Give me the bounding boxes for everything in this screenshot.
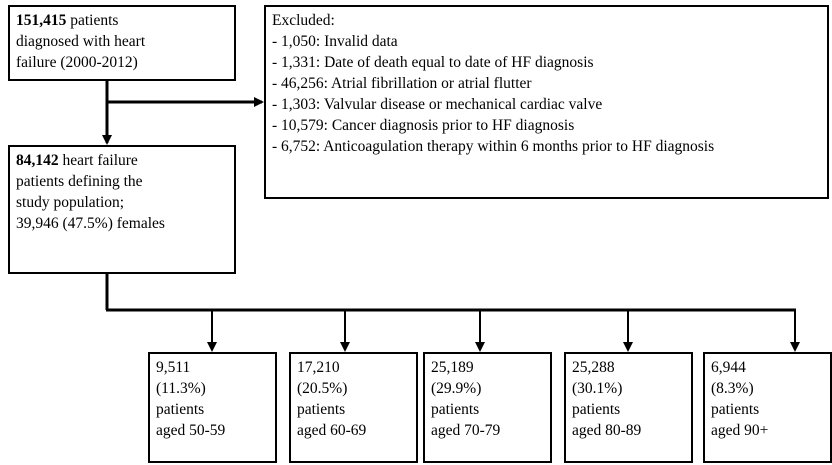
count: 151,415	[16, 12, 67, 29]
text: patients	[297, 401, 346, 418]
count: 84,142	[16, 152, 59, 169]
age-group-box: 25,288 (30.1%) patients aged 80-89	[564, 352, 693, 463]
text: aged 60-69	[297, 422, 367, 439]
text: (8.3%)	[711, 380, 754, 397]
text: patients	[156, 401, 205, 418]
excluded-item: - 1,303: Valvular disease or mechanical …	[272, 96, 603, 113]
text: (30.1%)	[572, 380, 623, 397]
excluded-item: - 6,752: Anticoagulation therapy within …	[272, 138, 715, 155]
excluded-item: - 10,579: Cancer diagnosis prior to HF d…	[272, 117, 575, 134]
text: aged 80-89	[572, 422, 642, 439]
text: 6,944	[711, 359, 746, 376]
excluded-item: - 1,331: Date of death equal to date of …	[272, 54, 594, 71]
text: diagnosed with heart	[16, 33, 146, 50]
age-group-box: 17,210 (20.5%) patients aged 60-69	[289, 352, 418, 463]
title: Excluded:	[272, 12, 335, 29]
text: (29.9%)	[431, 380, 482, 397]
text: patients defining the	[16, 173, 143, 190]
text: patients	[431, 401, 480, 418]
text: (11.3%)	[156, 380, 206, 397]
text: heart failure	[62, 152, 138, 169]
text: 25,189	[431, 359, 474, 376]
excluded-item: - 46,256: Atrial fibrillation or atrial …	[272, 75, 532, 92]
text: study population;	[16, 194, 125, 211]
text: 9,511	[156, 359, 191, 376]
excluded-item: - 1,050: Invalid data	[272, 33, 398, 50]
text: patients	[70, 12, 119, 29]
text: patients	[572, 401, 621, 418]
start-box: 151,415 patients diagnosed with heart fa…	[8, 5, 236, 81]
text: patients	[711, 401, 760, 418]
text: (20.5%)	[297, 380, 348, 397]
text: aged 70-79	[431, 422, 501, 439]
age-group-box: 6,944 (8.3%) patients aged 90+	[703, 352, 832, 463]
text: aged 90+	[711, 422, 769, 439]
text: 25,288	[572, 359, 615, 376]
age-group-box: 25,189 (29.9%) patients aged 70-79	[423, 352, 552, 463]
text: 17,210	[297, 359, 340, 376]
text: aged 50-59	[156, 422, 226, 439]
age-group-box: 9,511 (11.3%) patients aged 50-59	[148, 352, 277, 463]
excluded-box: Excluded: - 1,050: Invalid data - 1,331: …	[264, 5, 829, 199]
text: 39,946 (47.5%) females	[16, 215, 165, 232]
population-box: 84,142 heart failure patients defining t…	[8, 145, 236, 274]
text: failure (2000-2012)	[16, 54, 138, 71]
